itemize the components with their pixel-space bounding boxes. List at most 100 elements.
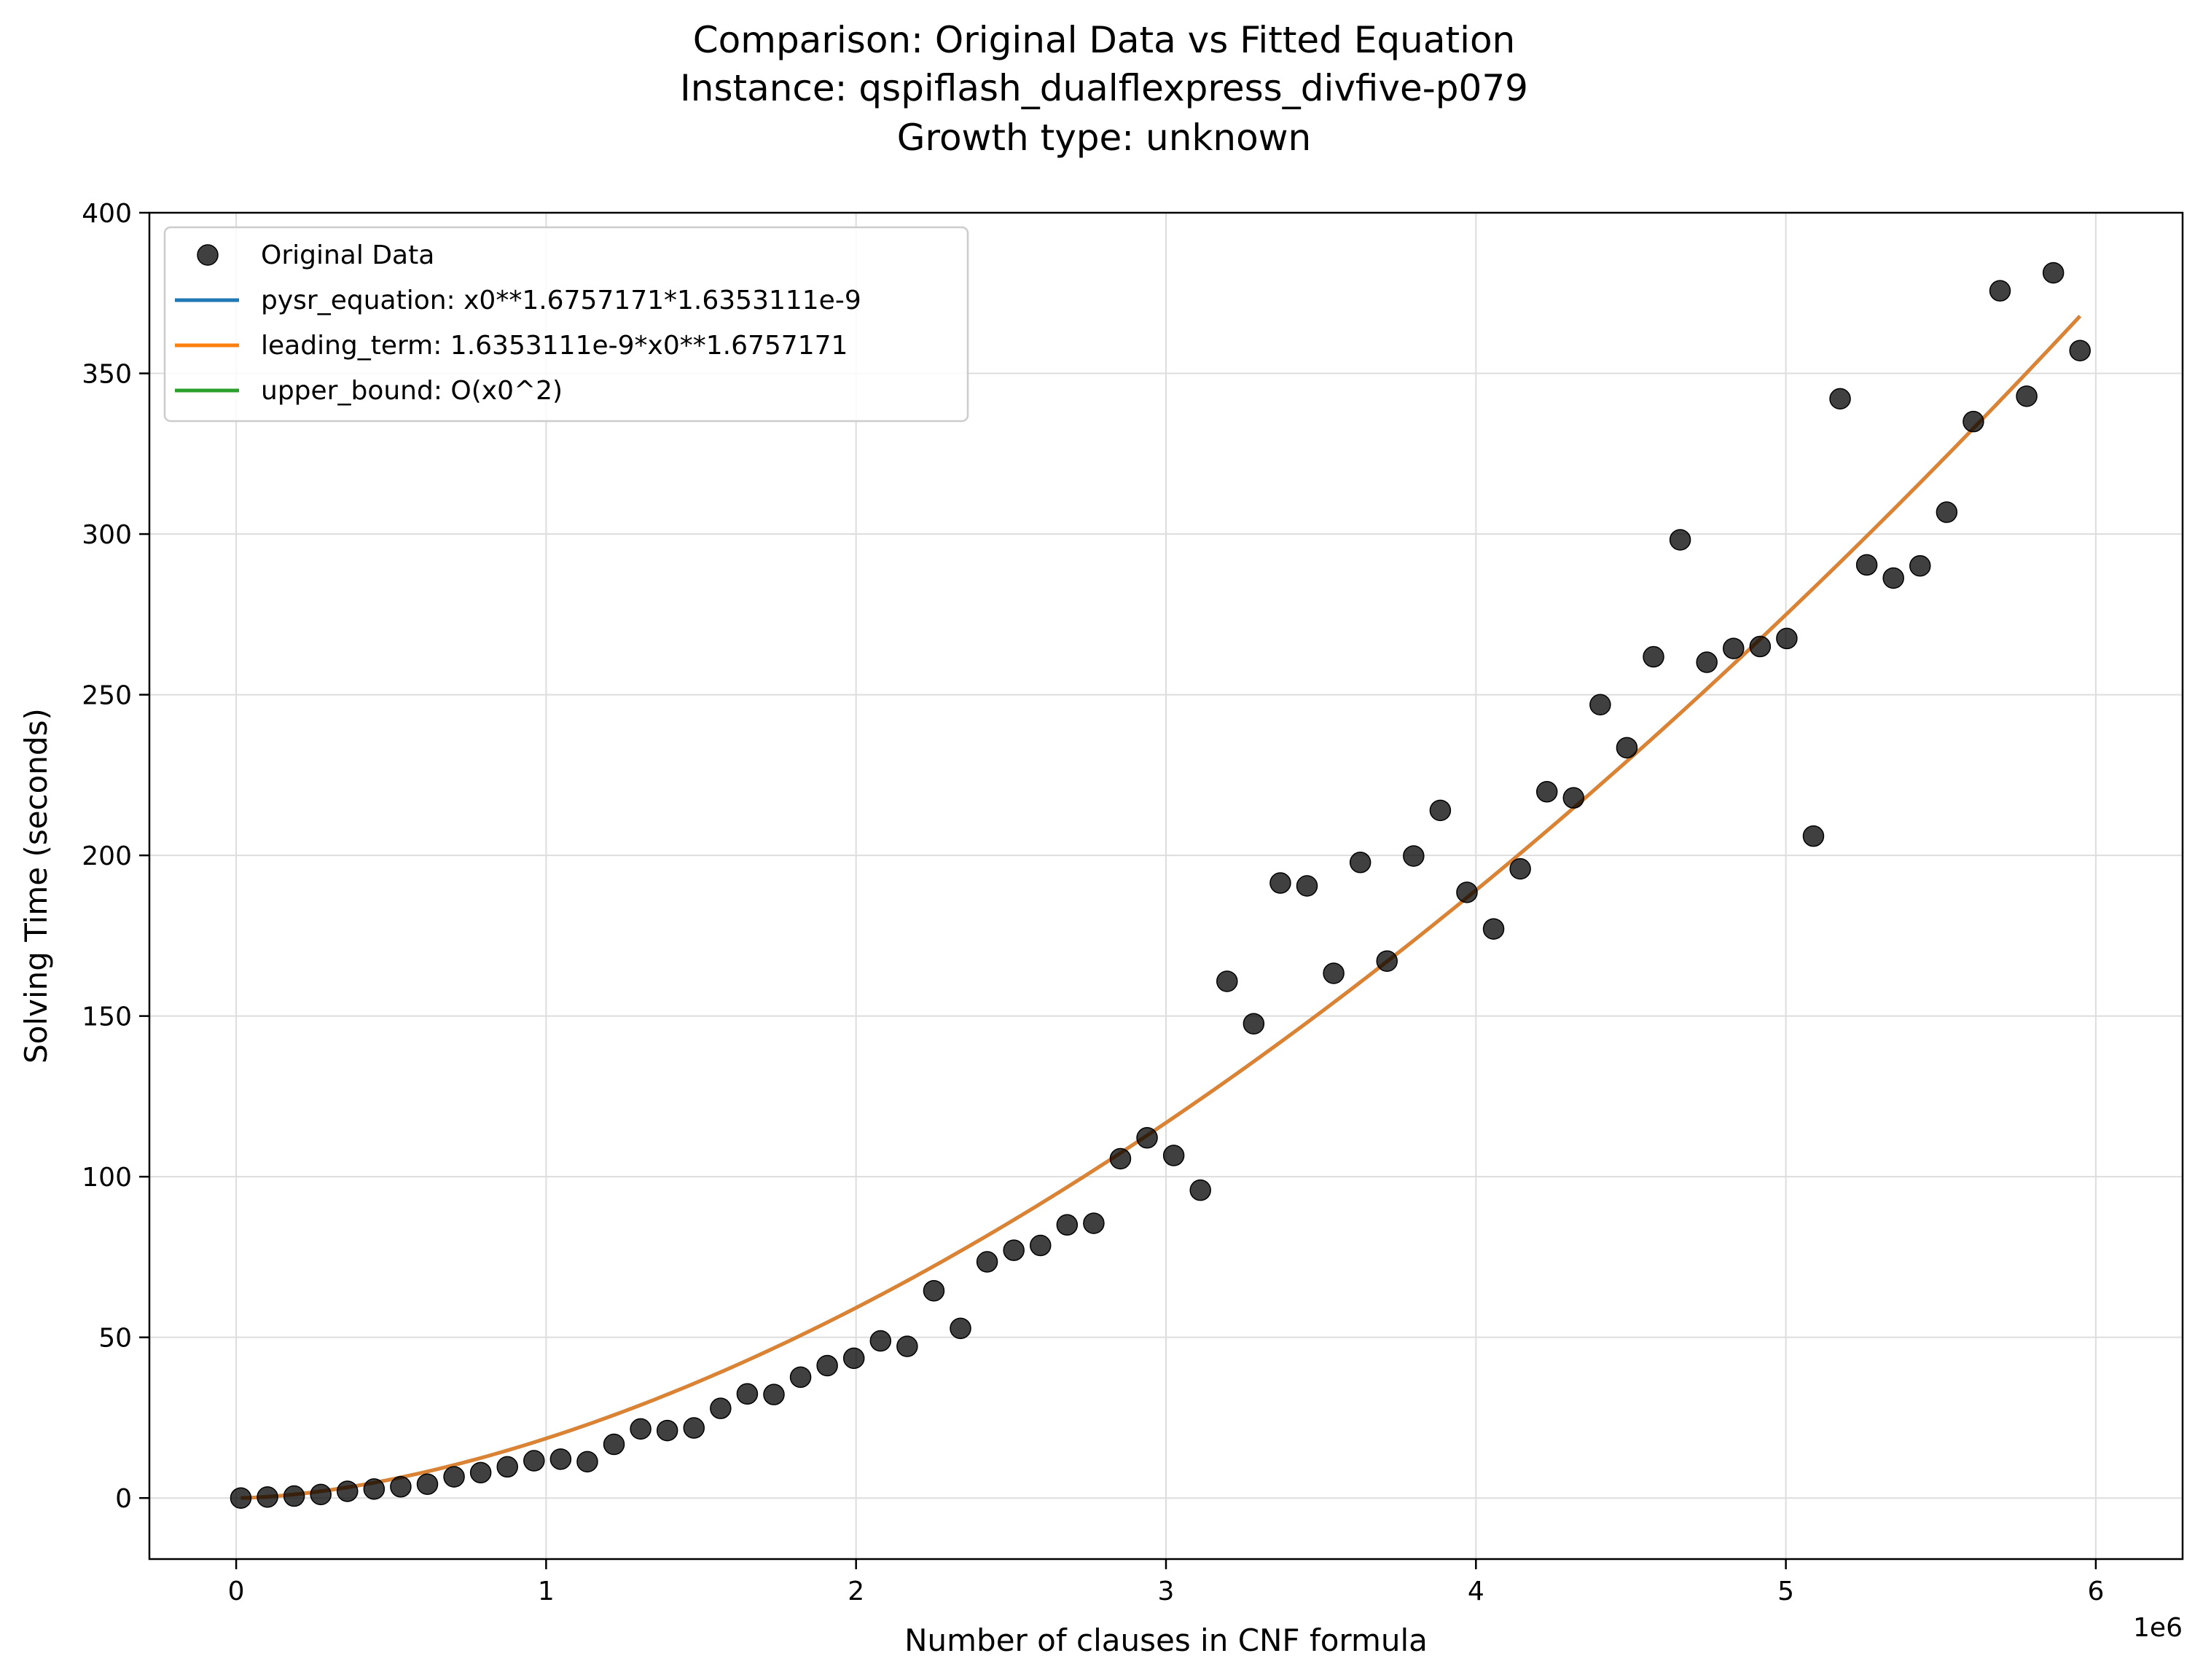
data-point — [683, 1417, 705, 1439]
data-point — [1989, 280, 2011, 302]
data-point — [1535, 781, 1558, 803]
x-tick-label: 1 — [538, 1577, 555, 1606]
data-point — [1882, 567, 1904, 589]
y-tick-label: 300 — [82, 520, 132, 550]
data-point — [1722, 637, 1745, 659]
data-point — [1802, 825, 1825, 847]
data-points — [230, 262, 2091, 1509]
data-point — [390, 1476, 412, 1498]
data-point — [1509, 857, 1531, 880]
data-point — [283, 1485, 305, 1507]
data-point — [1109, 1147, 1132, 1170]
grid — [149, 212, 2183, 1559]
data-point — [1909, 554, 1931, 577]
data-point — [950, 1317, 971, 1340]
x-tick-label: 5 — [1777, 1577, 1794, 1606]
data-point — [1269, 872, 1291, 894]
leading-term-line — [240, 315, 2082, 1500]
data-point — [230, 1487, 252, 1509]
data-point — [1963, 410, 1984, 433]
legend-label-original-data: Original Data — [261, 240, 434, 270]
data-point — [1749, 635, 1772, 658]
data-point — [1136, 1127, 1158, 1149]
legend: Original Data pysr_equation: x0**1.67571… — [163, 226, 969, 423]
data-point — [1429, 799, 1452, 822]
data-point — [976, 1251, 998, 1273]
data-point — [337, 1480, 359, 1502]
fit-lines — [240, 315, 2082, 1500]
y-tick-label: 150 — [82, 1002, 132, 1032]
data-point — [1216, 970, 1238, 992]
data-point — [1643, 645, 1664, 668]
data-point — [1189, 1179, 1211, 1201]
data-point — [1296, 875, 1318, 897]
x-tick-label: 2 — [848, 1577, 864, 1606]
data-point — [496, 1456, 518, 1478]
data-point — [1083, 1212, 1105, 1234]
data-point — [1776, 627, 1798, 650]
data-point — [2042, 262, 2065, 284]
data-point — [1376, 950, 1398, 972]
x-tick-label: 4 — [1468, 1577, 1484, 1606]
data-point — [1696, 651, 1718, 673]
data-point — [1482, 918, 1505, 940]
legend-label-leading-term: leading_term: 1.6353111e-9*x0**1.6757171 — [261, 331, 848, 361]
data-point — [1855, 554, 1878, 576]
data-point — [1936, 501, 1958, 523]
data-point — [763, 1383, 785, 1405]
data-point — [257, 1486, 278, 1508]
data-point — [1162, 1145, 1185, 1166]
legend-box — [163, 226, 969, 423]
data-point — [2016, 385, 2038, 407]
data-point — [710, 1397, 732, 1419]
data-point — [1323, 962, 1345, 984]
data-point — [2069, 339, 2091, 361]
data-point — [1669, 529, 1691, 551]
data-point — [1030, 1234, 1052, 1257]
data-point — [523, 1450, 545, 1472]
data-point — [1403, 845, 1425, 867]
data-point — [1829, 388, 1851, 410]
data-point — [1616, 737, 1638, 759]
legend-label-upper-bound: upper_bound: O(x0^2) — [261, 376, 563, 406]
x-axis-ticks: 0 1 2 3 4 5 6 — [228, 1559, 2104, 1606]
data-point — [310, 1483, 332, 1506]
y-axis-label: Solving Time (seconds) — [18, 708, 54, 1064]
data-point — [869, 1330, 892, 1352]
data-point — [896, 1335, 918, 1357]
data-point — [576, 1451, 598, 1473]
data-point — [842, 1347, 865, 1370]
data-point — [1003, 1239, 1025, 1261]
y-tick-label: 0 — [115, 1484, 132, 1514]
data-point — [789, 1366, 812, 1389]
data-point — [816, 1354, 838, 1377]
y-tick-label: 400 — [82, 199, 132, 229]
x-axis-offset-label: 1e6 — [2133, 1613, 2183, 1643]
data-point — [1056, 1214, 1079, 1236]
y-tick-label: 250 — [82, 681, 132, 711]
data-point — [1562, 787, 1585, 809]
x-tick-label: 6 — [2087, 1577, 2104, 1606]
x-tick-label: 3 — [1158, 1577, 1175, 1606]
y-tick-label: 50 — [98, 1324, 132, 1354]
y-tick-label: 350 — [82, 360, 132, 390]
legend-label-pysr-equation: pysr_equation: x0**1.6757171*1.6353111e-… — [261, 286, 861, 315]
legend-marker-original-data — [197, 244, 219, 266]
chart-title-line-3: Growth type: unknown — [897, 117, 1312, 159]
data-point — [416, 1473, 439, 1495]
data-point — [363, 1478, 386, 1500]
data-point — [1589, 694, 1611, 715]
data-point — [469, 1461, 492, 1484]
chart-title-line-1: Comparison: Original Data vs Fitted Equa… — [693, 19, 1516, 61]
data-point — [1349, 852, 1372, 874]
data-point — [656, 1419, 678, 1442]
data-point — [549, 1448, 572, 1470]
data-point — [1243, 1013, 1265, 1035]
data-point — [923, 1279, 945, 1302]
x-tick-label: 0 — [228, 1577, 245, 1606]
data-point — [603, 1433, 625, 1456]
y-tick-label: 100 — [82, 1163, 132, 1193]
x-axis-label: Number of clauses in CNF formula — [904, 1622, 1428, 1658]
data-point — [736, 1383, 759, 1405]
